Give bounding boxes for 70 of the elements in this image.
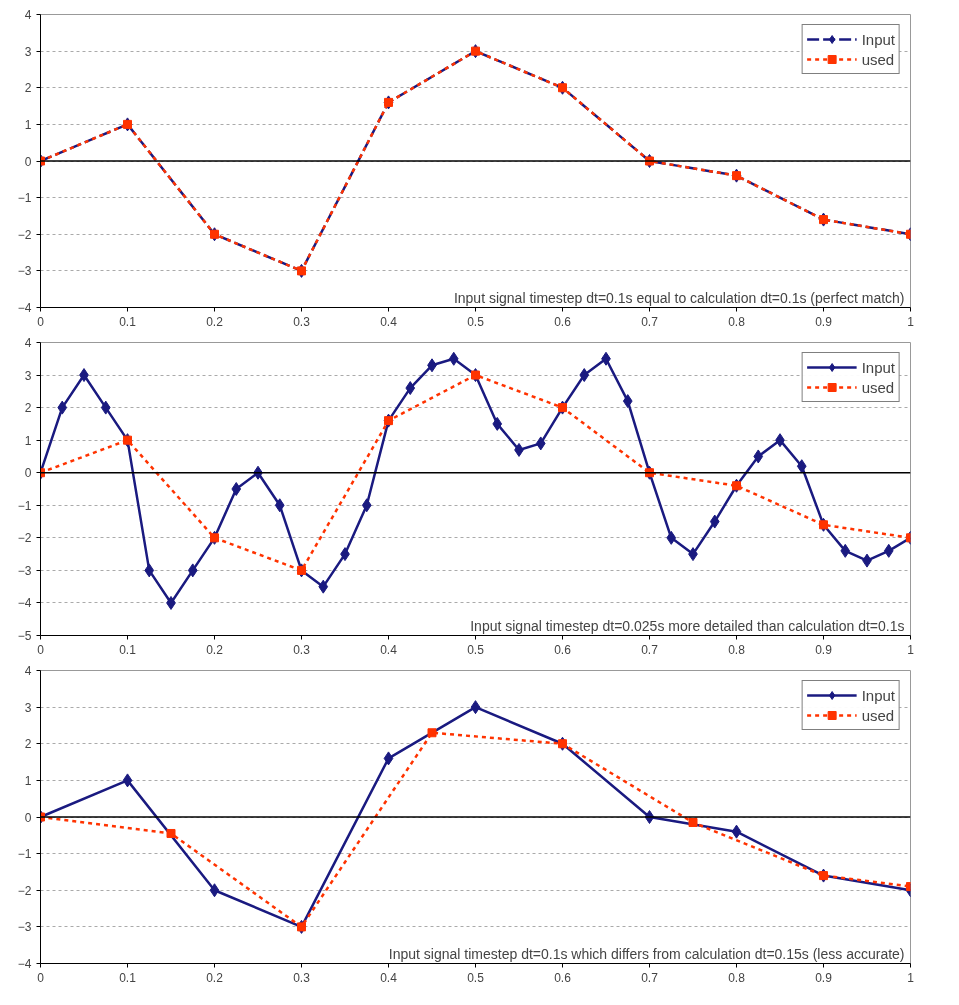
y-tick-label: −4 xyxy=(17,301,32,315)
y-tick-label: 4 xyxy=(24,336,32,350)
x-tick-label: 0.1 xyxy=(119,314,137,329)
y-tick-label: −1 xyxy=(17,191,32,206)
y-tick-label: 1 xyxy=(24,773,32,788)
y-tick-label: 2 xyxy=(24,401,32,416)
legend-label: Input xyxy=(861,686,895,704)
x-tick-label: 0.7 xyxy=(641,970,659,985)
y-tick-label: 2 xyxy=(24,81,32,96)
y-tick-label: −2 xyxy=(17,531,32,546)
x-tick-label: 0.6 xyxy=(554,642,572,657)
x-tick-label: 0.6 xyxy=(554,970,572,985)
y-tick-label: 4 xyxy=(24,664,32,678)
y-tick-label: 3 xyxy=(24,44,32,59)
y-tick-label: −4 xyxy=(17,596,32,611)
x-tick-label: 0.2 xyxy=(206,314,224,329)
y-tick-label: −3 xyxy=(17,563,32,578)
y-tick-label: 0 xyxy=(24,466,32,481)
annotation: Input signal timestep dt=0.025s more detailed than calculation dt=0.1s xyxy=(470,617,905,634)
x-tick-label: 0.7 xyxy=(641,642,659,657)
x-tick-label: 0.7 xyxy=(641,314,659,329)
legend-label: Input xyxy=(861,358,895,376)
legend-label: used xyxy=(861,706,895,724)
x-tick-label: 0.3 xyxy=(293,970,311,985)
x-tick-label: 0.4 xyxy=(380,642,398,657)
x-tick-label: 0 xyxy=(37,970,45,985)
x-tick-label: 0.2 xyxy=(206,642,224,657)
x-tick-label: 0.5 xyxy=(467,314,485,329)
annotation: Input signal timestep dt=0.1s equal to calculation dt=0.1s (perfect match) xyxy=(453,289,905,306)
y-tick-label: 0 xyxy=(24,154,32,169)
y-tick-label: 3 xyxy=(24,700,32,715)
x-tick-label: 0.9 xyxy=(815,970,833,985)
y-tick-label: 2 xyxy=(24,737,32,752)
x-tick-label: 0.1 xyxy=(119,970,137,985)
x-tick-label: 0.3 xyxy=(293,314,311,329)
x-tick-label: 0.2 xyxy=(206,970,224,985)
x-tick-label: 0.5 xyxy=(467,642,485,657)
x-tick-label: 0.9 xyxy=(815,314,833,329)
x-tick-label: 0.6 xyxy=(554,314,572,329)
x-tick-label: 1 xyxy=(907,970,915,985)
x-tick-label: 0.1 xyxy=(119,642,137,657)
y-tick-label: −1 xyxy=(17,498,32,513)
y-tick-label: −2 xyxy=(17,227,32,242)
x-tick-label: 0.5 xyxy=(467,970,485,985)
x-tick-label: 0 xyxy=(37,314,45,329)
x-tick-label: 1 xyxy=(907,314,915,329)
y-tick-label: −5 xyxy=(17,629,32,643)
x-tick-label: 1 xyxy=(907,642,915,657)
y-tick-label: −3 xyxy=(17,920,32,935)
y-tick-label: 1 xyxy=(24,433,32,448)
legend-label: used xyxy=(861,50,895,68)
x-tick-label: 0 xyxy=(37,642,45,657)
y-tick-label: −2 xyxy=(17,883,32,898)
y-tick-label: −4 xyxy=(17,957,32,971)
y-tick-label: 3 xyxy=(24,368,32,383)
y-tick-label: −1 xyxy=(17,847,32,862)
legend-label: Input xyxy=(861,30,895,48)
x-tick-label: 0.8 xyxy=(728,970,746,985)
y-tick-label: 0 xyxy=(24,810,32,825)
x-tick-label: 0.8 xyxy=(728,314,746,329)
x-tick-label: 0.4 xyxy=(380,970,398,985)
x-tick-label: 0.8 xyxy=(728,642,746,657)
y-tick-label: −3 xyxy=(17,264,32,279)
y-tick-label: 1 xyxy=(24,117,32,132)
annotation: Input signal timestep dt=0.1s which differs from calculation dt=0.15s (less accurate) xyxy=(388,945,905,962)
y-tick-label: 4 xyxy=(24,8,32,22)
x-tick-label: 0.9 xyxy=(815,642,833,657)
legend-label: used xyxy=(861,378,895,396)
x-tick-label: 0.3 xyxy=(293,642,311,657)
x-tick-label: 0.4 xyxy=(380,314,398,329)
